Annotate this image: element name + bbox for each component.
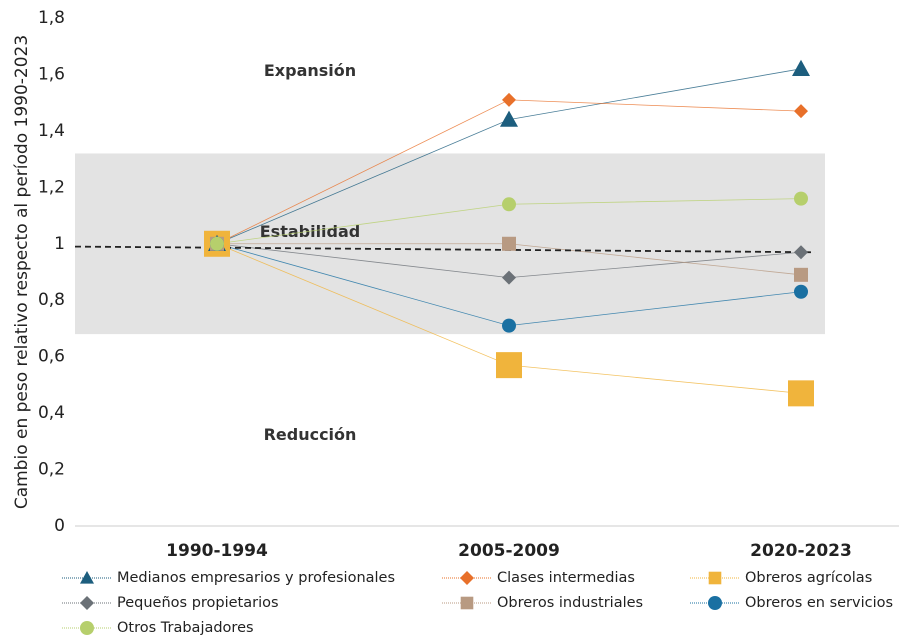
x-tick-label: 2005-2009 — [458, 541, 560, 561]
data-point — [792, 59, 810, 76]
y-tick-label: 0 — [54, 516, 65, 536]
data-point — [794, 191, 808, 206]
x-tick-label: 1990-1994 — [166, 541, 268, 561]
legend-label: Otros Trabajadores — [117, 620, 254, 636]
data-point — [502, 318, 516, 333]
annotation: Expansión — [264, 61, 356, 80]
legend-label: Obreros industriales — [497, 595, 643, 611]
legend-marker — [460, 596, 474, 610]
y-tick-label: 1,4 — [38, 121, 65, 141]
data-point — [794, 104, 808, 119]
y-tick-label: 1,8 — [38, 8, 65, 28]
y-tick-label: 0,2 — [38, 460, 65, 480]
legend-label: Obreros en servicios — [745, 595, 893, 611]
legend-label: Clases intermedias — [497, 570, 635, 586]
data-point — [794, 245, 808, 260]
legend-label: Pequeños propietarios — [117, 595, 279, 611]
data-point — [502, 92, 516, 107]
data-point — [502, 270, 516, 285]
data-point — [794, 284, 808, 299]
data-point — [210, 236, 224, 251]
y-tick-label: 1,6 — [38, 64, 65, 84]
data-point — [794, 267, 808, 282]
y-tick-label: 1 — [54, 234, 65, 254]
legend-label: Obreros agrícolas — [745, 570, 872, 586]
y-tick-label: 0,4 — [38, 403, 65, 423]
annotation: Reducción — [264, 425, 357, 444]
legend-marker — [80, 596, 94, 610]
y-axis-label: Cambio en peso relativo respecto al perí… — [12, 35, 32, 509]
y-tick-label: 1,2 — [38, 177, 65, 197]
data-point — [502, 236, 516, 251]
data-point — [502, 197, 516, 212]
y-tick-label: 0,6 — [38, 347, 65, 367]
data-point — [788, 380, 814, 407]
reference-line — [74, 245, 816, 254]
legend-marker — [460, 571, 474, 585]
legend-marker — [80, 571, 94, 584]
data-point — [500, 110, 518, 127]
legend-marker — [708, 571, 722, 585]
legend-marker — [80, 621, 94, 635]
legend-label: Medianos empresarios y profesionales — [117, 570, 395, 586]
data-point — [496, 352, 522, 379]
x-tick-label: 2020-2023 — [750, 541, 852, 561]
y-tick-label: 0,8 — [38, 290, 65, 310]
legend-marker — [708, 596, 722, 610]
